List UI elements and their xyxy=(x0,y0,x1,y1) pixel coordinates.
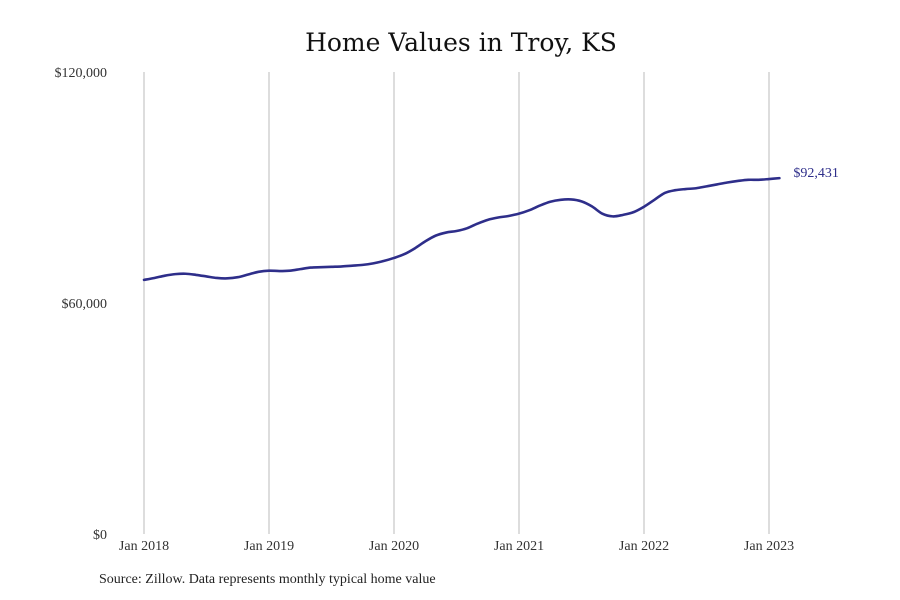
y-axis-ticks: $0 $60,000 $120,000 xyxy=(55,66,108,543)
x-tick-label: Jan 2021 xyxy=(494,539,544,554)
home-value-line xyxy=(142,176,781,282)
x-tick-label: Jan 2022 xyxy=(619,539,669,554)
x-tick-label: Jan 2018 xyxy=(119,539,169,554)
x-tick-label: Jan 2023 xyxy=(744,539,794,554)
y-tick-label: $60,000 xyxy=(62,297,108,312)
y-tick-label: $120,000 xyxy=(55,66,108,81)
latest-value-label: $92,431 xyxy=(793,166,839,181)
x-tick-label: Jan 2019 xyxy=(244,539,294,554)
x-gridlines xyxy=(143,72,770,534)
y-tick-label: $0 xyxy=(93,528,107,543)
source-note: Source: Zillow. Data represents monthly … xyxy=(99,572,436,587)
chart-title: Home Values in Troy, KS xyxy=(305,28,617,57)
x-axis-ticks: Jan 2018 Jan 2019 Jan 2020 Jan 2021 Jan 2022… xyxy=(119,539,794,554)
x-tick-label: Jan 2020 xyxy=(369,539,419,554)
